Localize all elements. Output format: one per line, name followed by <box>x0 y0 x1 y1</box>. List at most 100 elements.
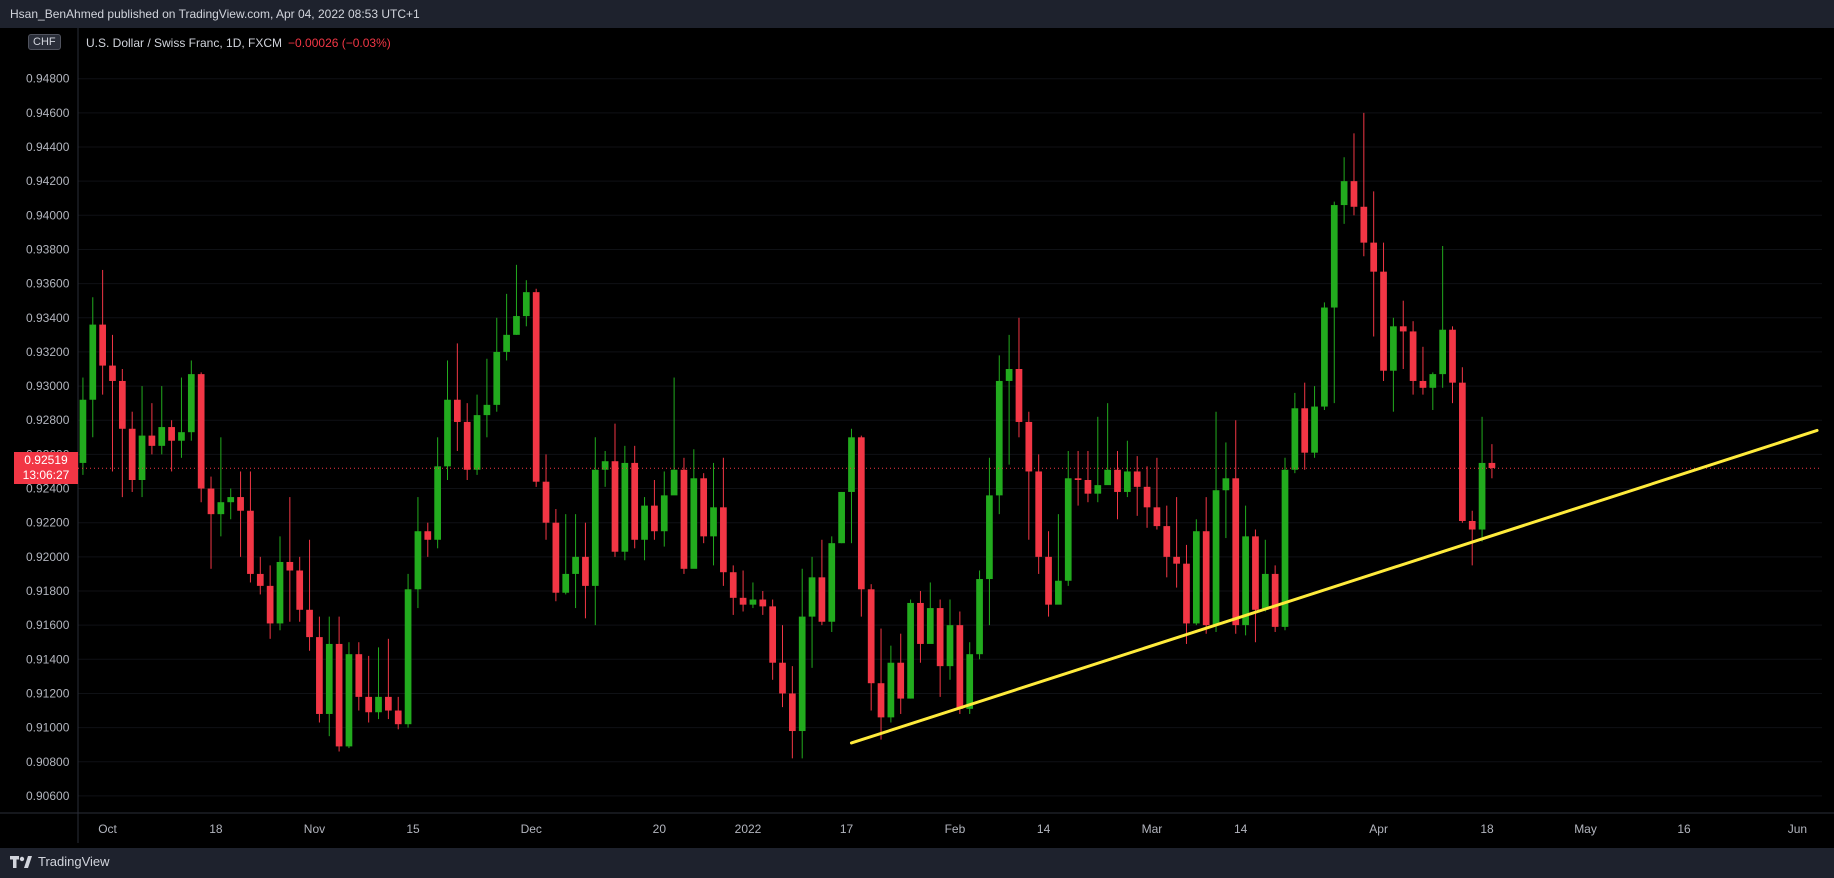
candle-body <box>542 481 550 523</box>
x-tick-label: Apr <box>1369 822 1388 836</box>
candle <box>1153 457 1161 530</box>
candle <box>867 584 875 711</box>
candle-body <box>1350 181 1358 207</box>
symbol-legend[interactable]: U.S. Dollar / Swiss Franc, 1D, FXCM −0.00… <box>86 36 391 50</box>
grid-layer <box>78 78 1822 797</box>
candle <box>128 411 136 492</box>
candle <box>779 625 786 708</box>
candle-body <box>769 606 776 663</box>
y-tick-label: 0.93400 <box>26 311 70 325</box>
y-tick-label: 0.91400 <box>26 652 70 666</box>
candle-body <box>148 435 156 446</box>
candle <box>1055 514 1062 605</box>
candle-body <box>857 437 865 590</box>
candle-body <box>187 374 195 433</box>
candle <box>1094 416 1102 503</box>
x-tick-label: Dec <box>521 822 542 836</box>
y-tick-label: 0.92800 <box>26 413 70 427</box>
candle-body <box>1311 406 1318 453</box>
candle <box>1242 505 1249 636</box>
candle <box>296 556 304 622</box>
candle-body <box>522 292 530 317</box>
candle <box>641 497 648 561</box>
candle <box>473 394 481 475</box>
candle-body <box>729 572 737 598</box>
candle <box>710 462 717 566</box>
candle-body <box>1399 326 1407 332</box>
candle-body <box>1143 486 1151 508</box>
candle-body <box>394 710 402 725</box>
candle-body <box>276 561 284 624</box>
x-tick-label: 18 <box>209 822 223 836</box>
candle-body <box>483 404 491 416</box>
currency-badge[interactable]: CHF <box>28 34 61 50</box>
candle-body <box>109 365 116 381</box>
candle <box>424 522 432 557</box>
candle-body <box>897 662 905 699</box>
x-tick-label: Oct <box>98 822 117 836</box>
last-price-badge: 0.92519 13:06:27 <box>14 452 78 485</box>
candle <box>769 599 776 680</box>
candle <box>207 476 215 569</box>
y-tick-label: 0.94000 <box>26 208 70 222</box>
candle <box>986 457 993 626</box>
candle <box>828 536 836 632</box>
candle <box>483 358 491 438</box>
tradingview-logo[interactable]: TradingView <box>10 854 110 869</box>
candle <box>325 616 333 737</box>
candle <box>1301 382 1309 470</box>
candle <box>631 445 639 549</box>
candle-body <box>325 643 333 714</box>
candle <box>1035 454 1043 574</box>
candle <box>1192 519 1200 626</box>
candle <box>1468 510 1476 566</box>
candle-body <box>946 625 954 667</box>
price-axis: 0.90600 0.90800 0.91000 0.91200 0.91400 0.916… <box>26 28 79 843</box>
candle-body <box>316 637 323 714</box>
candle-body <box>1055 580 1062 605</box>
y-tick-label: 0.94800 <box>26 72 70 86</box>
candle <box>611 423 619 557</box>
candle-body <box>1084 480 1092 494</box>
candle <box>404 573 412 728</box>
candle <box>89 297 97 438</box>
candle <box>680 457 688 574</box>
candle-body <box>710 507 717 537</box>
candle <box>493 317 501 412</box>
candle <box>552 509 560 602</box>
candle-body <box>1330 205 1338 308</box>
candle-body <box>375 696 382 713</box>
candle-body <box>720 507 727 573</box>
candle <box>168 420 175 472</box>
candle <box>1202 497 1210 634</box>
candle <box>1409 321 1417 395</box>
candle <box>1025 411 1033 540</box>
candle-body <box>651 505 658 532</box>
candle <box>1311 386 1318 458</box>
candle <box>463 403 471 480</box>
candle <box>1183 544 1190 644</box>
chart-area[interactable]: 0.90600 0.90800 0.91000 0.91200 0.91400 0.916… <box>0 28 1834 848</box>
x-tick-label: 20 <box>653 822 667 836</box>
candle <box>276 536 284 631</box>
candle-body <box>1153 507 1161 527</box>
candle <box>690 449 698 569</box>
candle <box>316 616 323 723</box>
y-tick-label: 0.93800 <box>26 242 70 256</box>
candle <box>1045 531 1052 617</box>
candle-body <box>118 380 126 429</box>
candle-body <box>591 469 599 586</box>
x-tick-label: 15 <box>406 822 420 836</box>
candle <box>266 565 274 639</box>
candlestick-chart[interactable]: 0.90600 0.90800 0.91000 0.91200 0.91400 0.916… <box>0 28 1834 848</box>
bar-countdown: 13:06:27 <box>22 468 70 483</box>
price-change: −0.00026 (−0.03%) <box>288 36 391 50</box>
y-tick-label: 0.91800 <box>26 584 70 598</box>
candle <box>1163 505 1171 578</box>
candle <box>1439 246 1447 388</box>
candle <box>1074 450 1082 506</box>
candle-body <box>1192 531 1200 624</box>
candle-body <box>1370 242 1378 272</box>
candle-body <box>217 502 225 515</box>
candle-body <box>690 478 698 569</box>
